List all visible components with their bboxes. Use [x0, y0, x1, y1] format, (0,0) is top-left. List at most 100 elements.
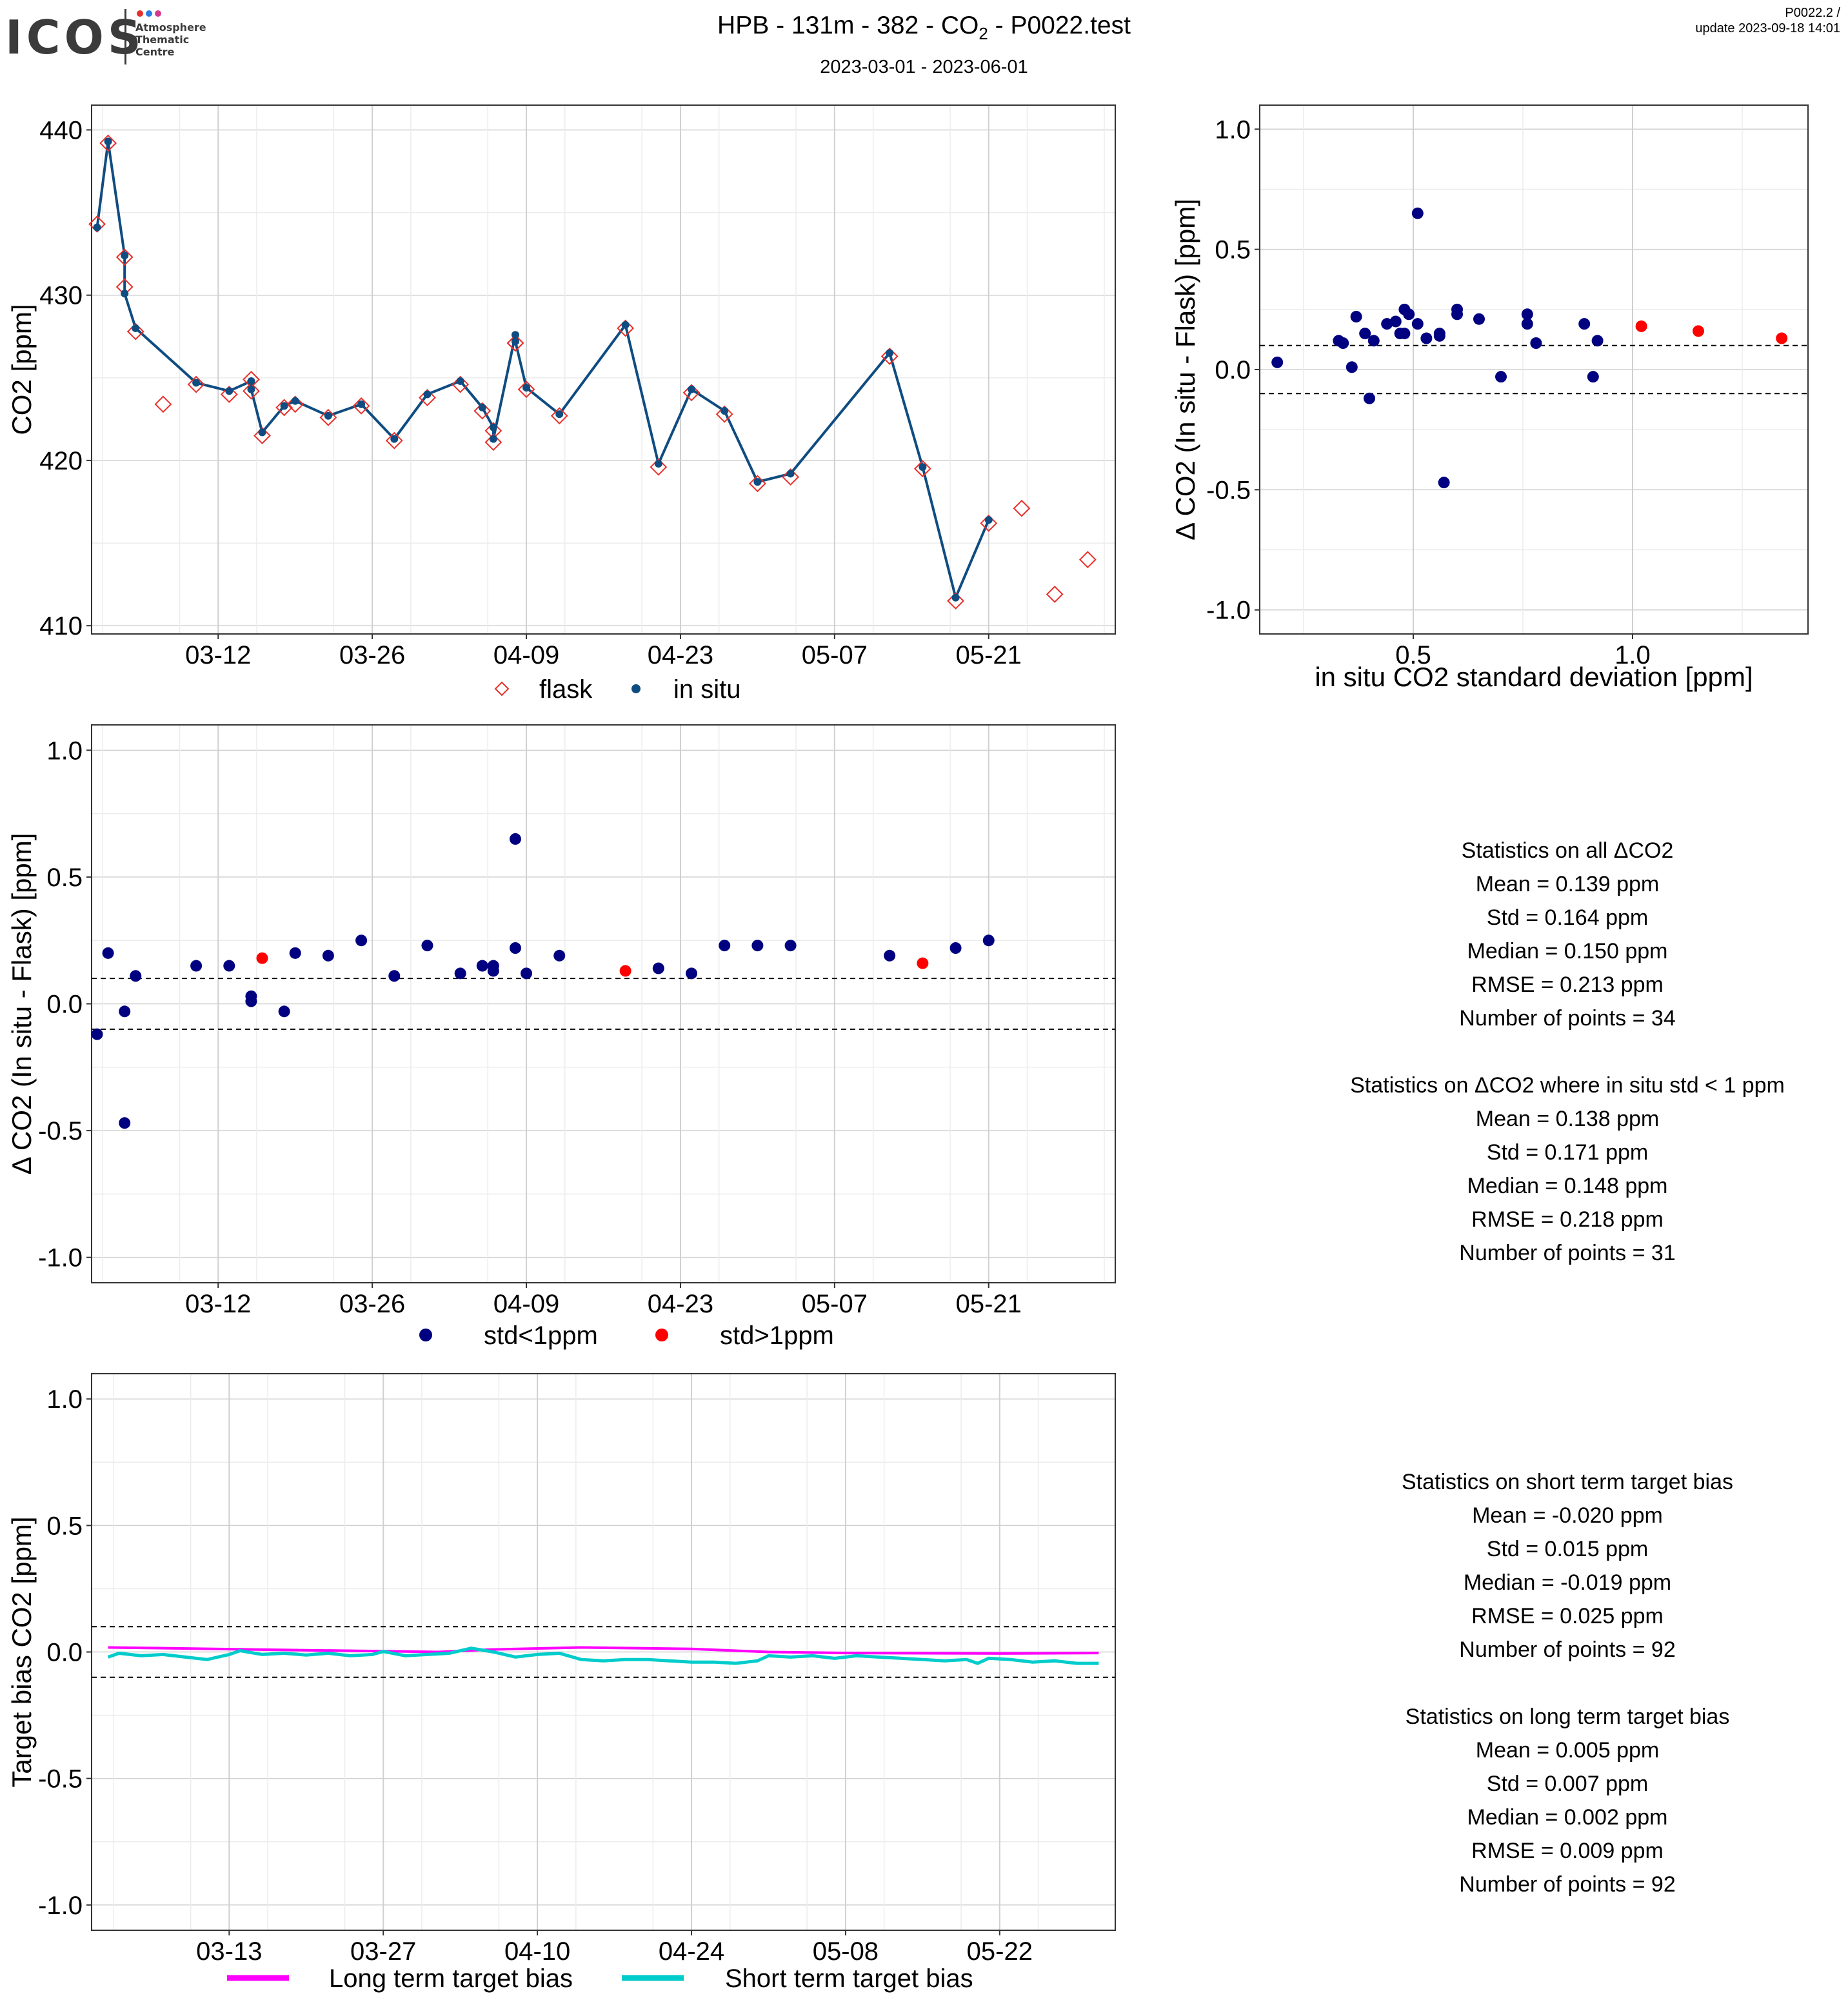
point-std-lt1 — [1346, 361, 1358, 373]
target-bias-ytick-label: 0.0 — [46, 1639, 83, 1667]
point-std-lt1 — [751, 940, 764, 952]
point-std-lt1 — [102, 947, 114, 959]
flask-point — [115, 248, 134, 266]
stats-std-rmse: RMSE = 0.218 ppm — [1471, 1207, 1664, 1232]
insitu-point — [688, 385, 696, 393]
target-bias-border — [91, 1373, 1116, 1931]
insitu-point — [423, 390, 432, 399]
point-std-lt1 — [949, 942, 962, 954]
target-bias-ylabel: Target bias CO2 [ppm] — [6, 1516, 37, 1787]
flask-point — [715, 405, 733, 423]
timeseries-xtick-label: 04-23 — [648, 641, 713, 669]
version-info: P0022.2 / update 2023-09-18 14:01 — [1695, 5, 1840, 36]
insitu-point — [951, 593, 960, 602]
stats-short-rmse: RMSE = 0.025 ppm — [1471, 1604, 1664, 1628]
delta-timeseries-xtick-label: 04-23 — [648, 1290, 713, 1318]
insitu-point — [984, 516, 993, 524]
delta-timeseries-ytick-label: 0.5 — [46, 864, 83, 892]
delta-timeseries-border — [91, 724, 1116, 1283]
delta-timeseries-xtick-label: 04-09 — [493, 1290, 559, 1318]
point-std-lt1 — [1381, 318, 1393, 330]
stats-std-title: Statistics on ΔCO2 where in situ std < 1… — [1350, 1073, 1785, 1098]
flask-point — [286, 395, 304, 413]
flask-point — [682, 384, 700, 402]
stats-short-std: Std = 0.015 ppm — [1486, 1537, 1649, 1561]
point-std-lt1 — [521, 967, 533, 980]
logo-dot-red — [137, 10, 143, 17]
point-std-lt1 — [119, 1005, 131, 1018]
insitu-point — [511, 331, 519, 339]
point-std-lt1 — [1587, 371, 1599, 383]
flask-point — [319, 408, 337, 426]
delta-timeseries-ylabel: Δ CO2 (In situ - Flask) [ppm] — [6, 833, 37, 1175]
insitu-point — [291, 397, 299, 405]
point-std-lt1 — [509, 942, 521, 954]
legend-std-gt1-label: std>1ppm — [720, 1321, 834, 1350]
insitu-point — [786, 470, 795, 478]
flask-point — [126, 322, 144, 341]
insitu-point — [93, 223, 101, 232]
point-std-lt1 — [1433, 330, 1446, 342]
logo-subtitle-1: Atmosphere — [135, 21, 206, 34]
delta-timeseries-xtick-label: 05-07 — [802, 1290, 868, 1318]
point-std-lt1 — [1521, 318, 1533, 330]
logo-dot-pink — [155, 10, 161, 17]
logo-subtitle-3: Centre — [135, 46, 175, 58]
stats-long-title: Statistics on long term target bias — [1405, 1705, 1730, 1729]
stats-std-std: Std = 0.171 ppm — [1486, 1140, 1649, 1165]
point-std-lt1 — [1521, 308, 1533, 321]
flask-point — [243, 382, 260, 400]
delta-vs-std-border — [1259, 104, 1809, 635]
point-std-lt1 — [487, 965, 499, 977]
timeseries-ytick-label: 430 — [39, 282, 83, 310]
legend-long-bias-label: Long term target bias — [329, 1964, 573, 1993]
stats-all-count: Number of points = 34 — [1459, 1006, 1676, 1031]
point-std-lt1 — [1389, 315, 1402, 328]
stats-all-rmse: RMSE = 0.213 ppm — [1471, 973, 1664, 997]
flask-point — [253, 427, 271, 444]
insitu-point — [225, 387, 233, 395]
stats-std-median: Median = 0.148 ppm — [1467, 1174, 1668, 1198]
point-std-lt1 — [1271, 356, 1284, 368]
logo-dot-blue — [146, 10, 152, 17]
flask-point — [484, 433, 502, 451]
insitu-point — [192, 379, 201, 387]
insitu-point — [132, 324, 140, 332]
delta-timeseries-ytick-label: 0.0 — [46, 991, 83, 1019]
flask-point — [913, 460, 931, 478]
stats-long-count: Number of points = 92 — [1459, 1872, 1676, 1897]
point-std-lt1 — [355, 934, 368, 947]
timeseries-ylabel: CO2 [ppm] — [6, 304, 37, 435]
flask-point — [1078, 551, 1097, 569]
insitu-point — [919, 463, 927, 471]
point-std-lt1 — [278, 1005, 290, 1018]
target-bias-xtick-label: 05-08 — [813, 1937, 879, 1966]
point-std-lt1 — [91, 1028, 103, 1040]
insitu-point — [121, 290, 129, 298]
timeseries-xtick-label: 04-09 — [493, 641, 559, 669]
update-label: update 2023-09-18 14:01 — [1695, 21, 1840, 35]
flask-point — [154, 395, 172, 413]
stats-short-title: Statistics on short term target bias — [1402, 1470, 1733, 1494]
delta-vs-std-xlabel: in situ CO2 standard deviation [ppm] — [1315, 662, 1753, 692]
timeseries-xtick-label: 05-21 — [956, 641, 1022, 669]
point-std-lt1 — [784, 940, 797, 952]
stats-all-median: Median = 0.150 ppm — [1467, 939, 1668, 964]
insitu-point — [753, 478, 762, 486]
point-std-lt1 — [476, 960, 488, 972]
flask-point — [947, 592, 964, 610]
version-label: P0022.2 / — [1785, 6, 1840, 20]
target-bias-xtick-label: 05-22 — [967, 1937, 1033, 1966]
target-bias-ytick-label: -1.0 — [38, 1892, 83, 1920]
target-bias-xtick-label: 04-10 — [504, 1937, 570, 1966]
point-std-lt1 — [1337, 337, 1349, 349]
flask-point — [99, 134, 117, 152]
target-bias-xtick-label: 03-27 — [350, 1937, 416, 1966]
delta-vs-std-xtick-label: 1.0 — [1615, 641, 1651, 669]
stats-short-median: Median = -0.019 ppm — [1463, 1570, 1672, 1595]
stats-std-count: Number of points = 31 — [1459, 1241, 1676, 1265]
point-std-lt1 — [1420, 332, 1433, 344]
point-std-lt1 — [223, 960, 235, 972]
flask-point — [385, 431, 403, 450]
stats-std-mean: Mean = 0.138 ppm — [1475, 1107, 1660, 1131]
